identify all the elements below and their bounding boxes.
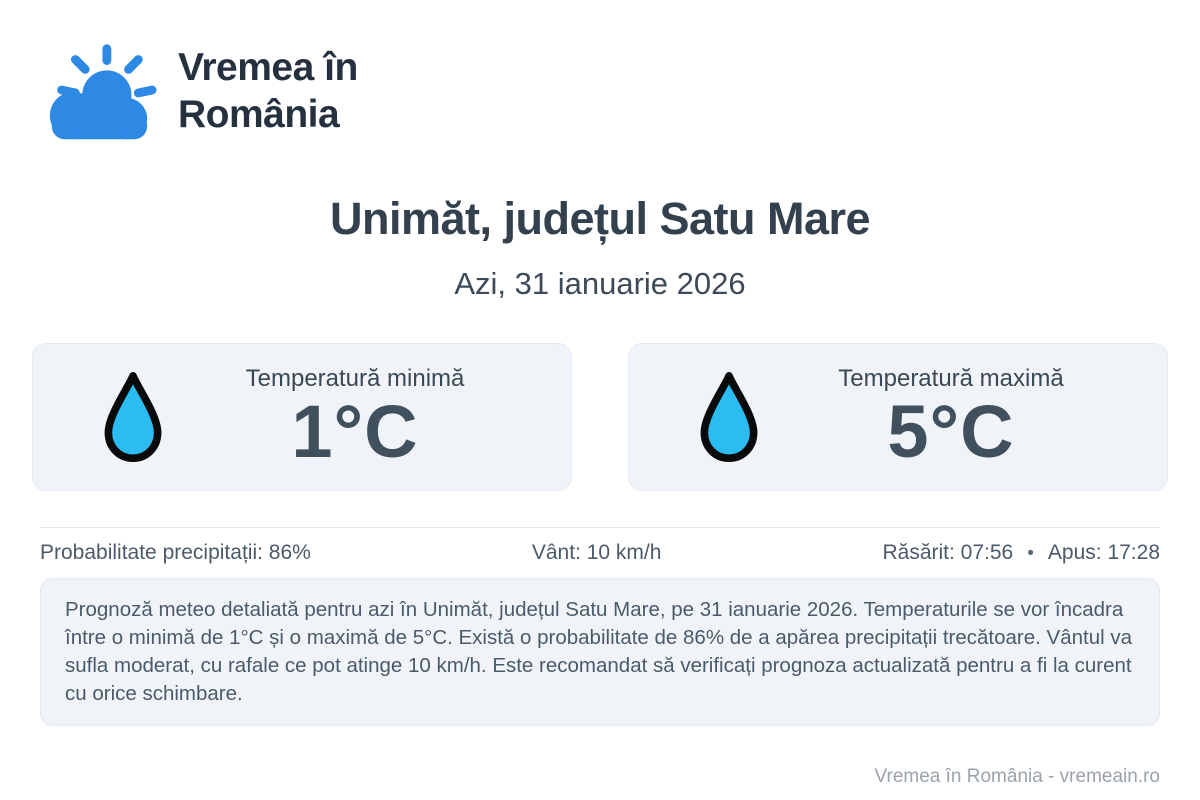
bullet-separator: •: [1027, 543, 1034, 564]
brand-name: Vremea în România: [178, 45, 358, 139]
stat-sunrise: Răsărit: 07:56: [882, 541, 1014, 564]
card-max-body: Temperatură maximă 5°C: [765, 365, 1137, 469]
stat-sun-times: Răsărit: 07:56 • Apus: 17:28: [883, 541, 1161, 565]
stat-precipitation: Probabilitate precipitații: 86%: [40, 541, 311, 564]
forecast-summary: Prognoză meteo detaliată pentru azi în U…: [40, 578, 1160, 726]
stat-sunset: Apus: 17:28: [1047, 541, 1160, 564]
brand-name-line1: Vremea în: [178, 46, 358, 90]
stats-row: Probabilitate precipitații: 86% Vânt: 10…: [40, 541, 1160, 565]
card-min-label: Temperatură minimă: [245, 365, 465, 392]
card-min-value: 1°C: [291, 390, 419, 473]
stat-wind: Vânt: 10 km/h: [531, 541, 662, 564]
card-max-label: Temperatură maximă: [838, 365, 1064, 392]
temperature-cards: Temperatură minimă 1°C Temperatură maxim…: [32, 343, 1168, 491]
date-subtitle: Azi, 31 ianuarie 2026: [454, 266, 746, 301]
footer-credit: Vremea în România - vremeain.ro: [874, 766, 1160, 787]
stats-divider: [40, 527, 1160, 528]
card-max-temperature: Temperatură maximă 5°C: [628, 343, 1168, 491]
brand-logo[interactable]: Vremea în România: [40, 42, 358, 142]
card-min-temperature: Temperatură minimă 1°C: [32, 343, 572, 491]
card-min-body: Temperatură minimă 1°C: [169, 365, 541, 469]
sun-cloud-icon: [49, 44, 157, 140]
card-max-value: 5°C: [887, 390, 1015, 473]
brand-name-line2: România: [178, 93, 340, 136]
water-drop-icon: [700, 371, 758, 462]
water-drop-icon: [104, 371, 162, 462]
page-title: Unimăt, județul Satu Mare: [329, 193, 871, 244]
